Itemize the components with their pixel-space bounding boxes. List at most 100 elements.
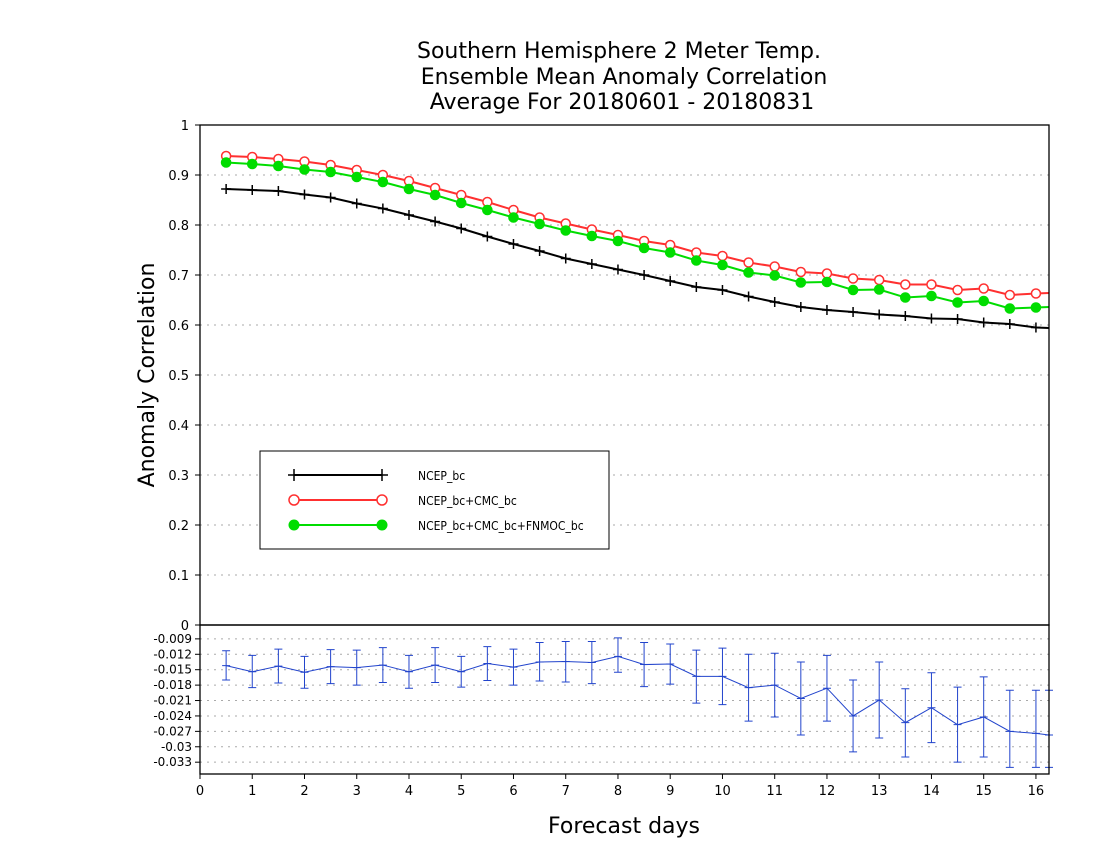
plus-marker <box>377 203 388 214</box>
difference-error-bar <box>822 654 831 722</box>
series-3-point <box>377 176 389 188</box>
plus-marker <box>926 313 937 324</box>
plus-marker <box>221 184 232 194</box>
difference-error-bar <box>457 655 466 688</box>
series-2-point <box>978 283 989 294</box>
error-bar-path <box>979 676 988 758</box>
plus-marker <box>1030 322 1041 333</box>
plus-marker <box>456 223 467 234</box>
main-y-tick-label: 0.2 <box>168 519 189 534</box>
difference-error-bar <box>535 641 544 682</box>
error-bar-path <box>222 650 231 681</box>
series-1-point <box>717 285 728 295</box>
difference-error-bar <box>953 686 962 763</box>
difference-y-axis-ticks: -0.009-0.012-0.015-0.018-0.021-0.024-0.0… <box>153 632 200 769</box>
error-bar-path <box>849 679 858 753</box>
series-1-point <box>665 276 676 286</box>
legend-marker-2 <box>376 494 388 506</box>
series-2-point <box>900 279 911 290</box>
legend-marker-2 <box>288 494 300 506</box>
x-tick-label: 14 <box>923 784 940 799</box>
difference-error-bar <box>509 648 518 686</box>
difference-y-tick-label: -0.018 <box>153 678 192 692</box>
error-bar-path <box>953 686 962 763</box>
plus-marker <box>560 253 571 264</box>
series-1-point <box>691 282 702 292</box>
error-bar-path <box>300 655 309 689</box>
x-tick-label: 11 <box>766 784 783 799</box>
error-bar-path <box>248 654 257 689</box>
difference-error-bar <box>927 672 936 744</box>
legend-marker-3 <box>288 519 300 531</box>
plus-marker <box>821 305 832 315</box>
x-tick-label: 15 <box>975 784 992 799</box>
series-3-point <box>978 295 989 307</box>
difference-error-bar <box>483 646 492 681</box>
difference-y-tick-label: -0.015 <box>153 663 192 677</box>
error-bar-path <box>509 648 518 686</box>
series-3-point <box>900 292 911 303</box>
chart-title-line-2: Ensemble Mean Anomaly Correlation <box>421 65 828 90</box>
series-3-point <box>795 277 807 288</box>
series-3-point <box>1030 302 1042 313</box>
x-tick-label: 2 <box>300 784 308 799</box>
series-3-point <box>325 166 336 178</box>
difference-error-bar <box>796 661 805 736</box>
plus-marker <box>717 285 728 295</box>
error-bar-path <box>274 648 283 684</box>
difference-error-bar <box>666 643 675 685</box>
series-3-point <box>299 164 310 175</box>
x-tick-label: 4 <box>405 784 413 799</box>
series-3-point <box>717 259 728 271</box>
difference-y-tick-label: -0.009 <box>153 632 192 646</box>
series-1-point <box>612 264 623 275</box>
chart-title-line-1: Southern Hemisphere 2 Meter Temp. <box>417 39 821 64</box>
series-1-point <box>508 239 519 249</box>
plus-marker <box>288 469 300 481</box>
main-y-axis-ticks: 0 0.1 0.2 0.3 0.4 0.5 0.6 0.7 0.8 0.9 1 <box>168 119 200 634</box>
error-bar-path <box>875 661 884 739</box>
series-2-point <box>1030 288 1042 299</box>
series-1-point <box>586 259 597 269</box>
difference-y-tick-label: -0.027 <box>153 724 192 738</box>
series-1-point <box>430 216 441 227</box>
plus-marker <box>874 309 885 320</box>
difference-error-bar <box>901 688 910 758</box>
series-1-point <box>403 210 414 220</box>
y-axis-title: Anomaly Correlation <box>135 263 160 488</box>
series-3-point <box>769 270 781 281</box>
main-y-tick-label: 0.4 <box>168 419 189 434</box>
plus-marker <box>952 314 963 324</box>
x-axis-ticks: 0 1 2 3 4 5 6 7 8 9 10 11 12 13 14 15 16 <box>196 774 1044 799</box>
series-1-point <box>247 185 258 195</box>
series-3-point <box>873 284 885 295</box>
series-3-point <box>403 183 415 195</box>
plus-marker <box>769 297 780 307</box>
plus-marker <box>612 264 623 275</box>
difference-plot-frame <box>199 624 1050 775</box>
difference-error-bar <box>718 647 727 706</box>
difference-error-bar <box>248 654 257 689</box>
legend-marker-1 <box>288 469 300 481</box>
main-y-tick-label: 1 <box>181 119 189 134</box>
legend: NCEP_bc NCEP_bc+CMC_bc NCEP_bc+CMC_bc+FNMO… <box>259 450 610 550</box>
error-bar-path <box>561 640 570 683</box>
series-3-point <box>664 247 676 258</box>
x-tick-label: 13 <box>871 784 888 799</box>
series-3-point <box>952 297 963 308</box>
x-tick-label: 5 <box>457 784 465 799</box>
x-tick-label: 6 <box>509 784 517 799</box>
series-3-point <box>246 158 258 170</box>
error-bar-path <box>692 649 701 704</box>
difference-error-bar <box>222 650 231 681</box>
series-3-point <box>638 242 650 254</box>
series-2-point <box>795 266 807 278</box>
plus-marker <box>743 291 754 302</box>
error-bar-path <box>587 640 596 685</box>
series-2-point <box>952 284 963 296</box>
error-bar-path <box>640 641 649 688</box>
error-bar-path <box>326 649 335 685</box>
series-2-point <box>873 274 885 286</box>
plus-marker <box>273 186 284 196</box>
series-1-point <box>1004 319 1015 329</box>
